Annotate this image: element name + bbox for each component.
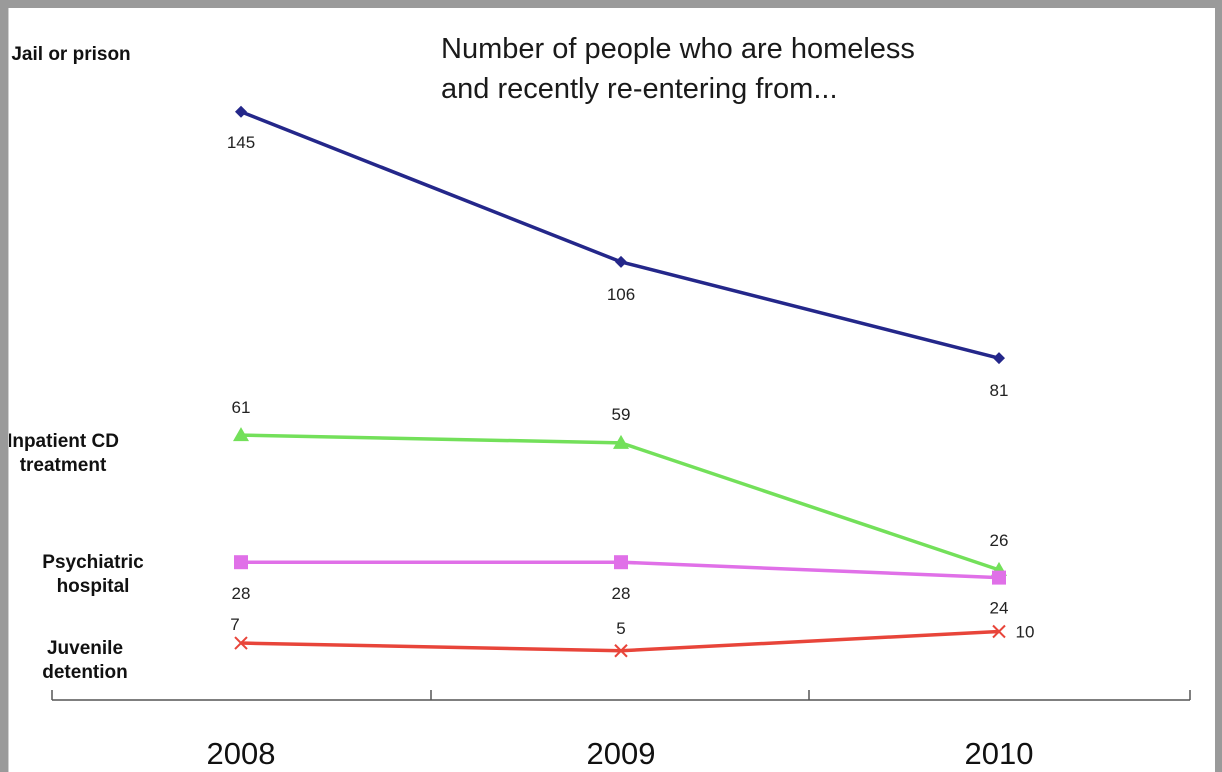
chart-title-line-1: Number of people who are homeless [441, 33, 915, 65]
x-axis: 2008 2009 2010 [51, 690, 1191, 771]
series-layer: 145 106 81 Jail or prison 61 59 26 Inpatient CD… [9, 44, 1034, 683]
series-line-0 [240, 110, 1000, 360]
series-name-3-line-1: detention [42, 662, 128, 683]
data-label-3-0: 7 [230, 615, 239, 634]
data-point-3-2 [992, 624, 1006, 639]
data-point-0-2 [993, 352, 1005, 365]
data-point-1-0 [233, 427, 249, 442]
chart-title-line-2: and recently re-entering from... [441, 73, 838, 105]
data-label-1-0: 61 [232, 398, 251, 417]
data-label-1-1: 59 [612, 405, 631, 424]
series-line-1 [240, 433, 1000, 572]
line-chart: Number of people who are homeless and re… [9, 33, 1191, 771]
series-1: 61 59 26 Inpatient CD treatment [9, 398, 1008, 576]
data-point-1-1 [613, 434, 629, 449]
data-point-2-0 [234, 555, 248, 570]
data-point-2-1 [614, 555, 628, 570]
data-point-3-0-stroke-b [234, 636, 248, 650]
data-label-1-2: 26 [990, 531, 1009, 550]
chart-frame: Number of people who are homeless and re… [8, 8, 1215, 772]
series-2: 28 28 24 Psychiatric hospital [42, 552, 1008, 618]
data-label-0-0: 145 [227, 133, 255, 152]
series-name-2-line-1: hospital [57, 576, 130, 597]
data-point-3-1-stroke-b [614, 644, 628, 658]
data-point-0-1 [615, 255, 627, 268]
data-label-3-1: 5 [616, 619, 625, 638]
data-label-2-1: 28 [612, 584, 631, 603]
series-name-0-line-0: Jail or prison [11, 44, 130, 65]
x-tick-label-2008: 2008 [207, 736, 276, 771]
data-label-0-2: 81 [990, 381, 1009, 400]
x-tick-label-2009: 2009 [587, 736, 656, 771]
data-label-2-2: 24 [990, 599, 1009, 618]
series-3: 7 5 10 Juvenile detention [42, 615, 1034, 683]
data-point-3-0 [234, 636, 248, 650]
data-point-3-2-stroke-b [992, 624, 1006, 639]
series-0: 145 106 81 Jail or prison [11, 44, 1008, 400]
series-name-1-line-1: treatment [20, 455, 107, 476]
series-name-3-line-0: Juvenile [47, 638, 123, 659]
x-tick-label-2010: 2010 [965, 736, 1034, 771]
data-point-3-1 [614, 644, 628, 658]
data-point-2-2 [992, 570, 1006, 585]
series-name-1-line-0: Inpatient CD [9, 431, 119, 452]
data-label-3-2: 10 [1016, 623, 1035, 642]
data-point-0-0 [235, 105, 247, 118]
data-label-2-0: 28 [232, 584, 251, 603]
series-name-2-line-0: Psychiatric [42, 552, 144, 573]
data-label-0-1: 106 [607, 285, 635, 304]
